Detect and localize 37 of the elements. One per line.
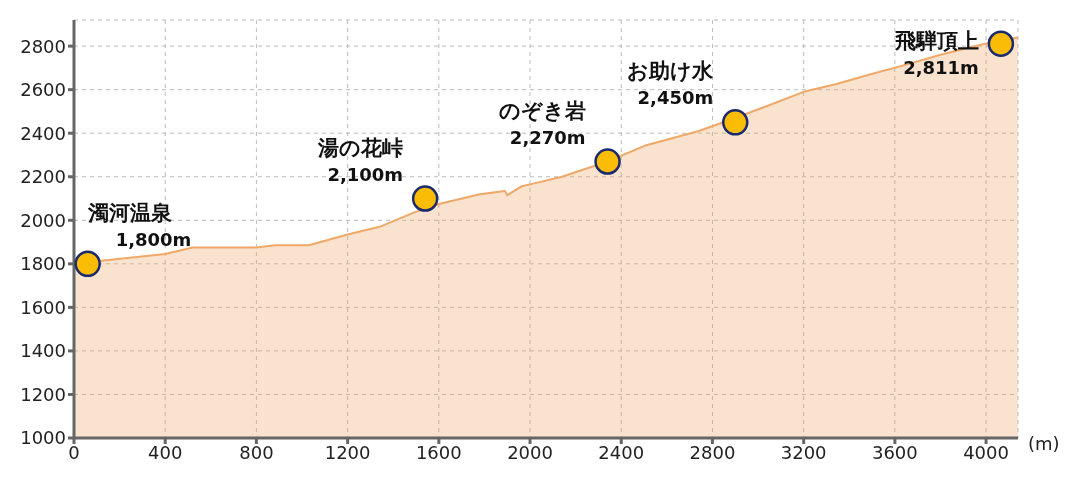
annotation: のぞき岩 bbox=[498, 98, 586, 123]
data-label: 2,100m bbox=[327, 163, 404, 185]
x-tick-label: 3200 bbox=[780, 441, 827, 463]
point bbox=[722, 109, 749, 136]
y-tick-label: 2200 bbox=[20, 166, 66, 188]
annotation: お助け水 bbox=[627, 59, 715, 84]
y-tick-label: 2800 bbox=[20, 35, 66, 57]
y-tick-label: 1800 bbox=[20, 253, 66, 275]
point bbox=[411, 185, 439, 212]
y-tick-label: 1400 bbox=[20, 340, 66, 362]
y-tick-label: 2600 bbox=[20, 79, 66, 101]
x-tick-label: 800 bbox=[239, 441, 274, 463]
annotation: 飛騨頂上 bbox=[893, 28, 979, 53]
x-axis-title: (m) bbox=[1028, 433, 1060, 455]
point bbox=[987, 30, 1015, 57]
data-label: 2,450m bbox=[637, 87, 714, 109]
y-tick-label: 2000 bbox=[20, 209, 66, 231]
point bbox=[594, 148, 621, 175]
x-tick-label: 400 bbox=[148, 441, 183, 463]
point bbox=[74, 250, 101, 278]
x-tick-label: 4000 bbox=[963, 441, 1009, 463]
x-tick-label: 1600 bbox=[415, 441, 462, 463]
x-tick-label: 3600 bbox=[871, 441, 918, 463]
annotation: 湯の花峠 bbox=[317, 135, 404, 160]
data-label: 2,811m bbox=[903, 56, 979, 78]
data-label: 1,800m bbox=[115, 228, 192, 250]
y-tick-label: 1200 bbox=[20, 383, 66, 405]
y-tick-label: 1600 bbox=[20, 296, 66, 318]
x-tick-label: 1200 bbox=[324, 441, 371, 463]
y-tick-label: 1000 bbox=[20, 427, 66, 449]
x-tick-label: 0 bbox=[68, 441, 80, 463]
x-tick-label: 2800 bbox=[689, 441, 736, 463]
x-tick-label: 2400 bbox=[598, 441, 645, 463]
y-tick-label: 2400 bbox=[20, 122, 66, 144]
data-label: 2,270m bbox=[509, 126, 586, 148]
x-tick-label: 2000 bbox=[507, 441, 553, 463]
annotation: 濁河温泉 bbox=[86, 200, 172, 225]
